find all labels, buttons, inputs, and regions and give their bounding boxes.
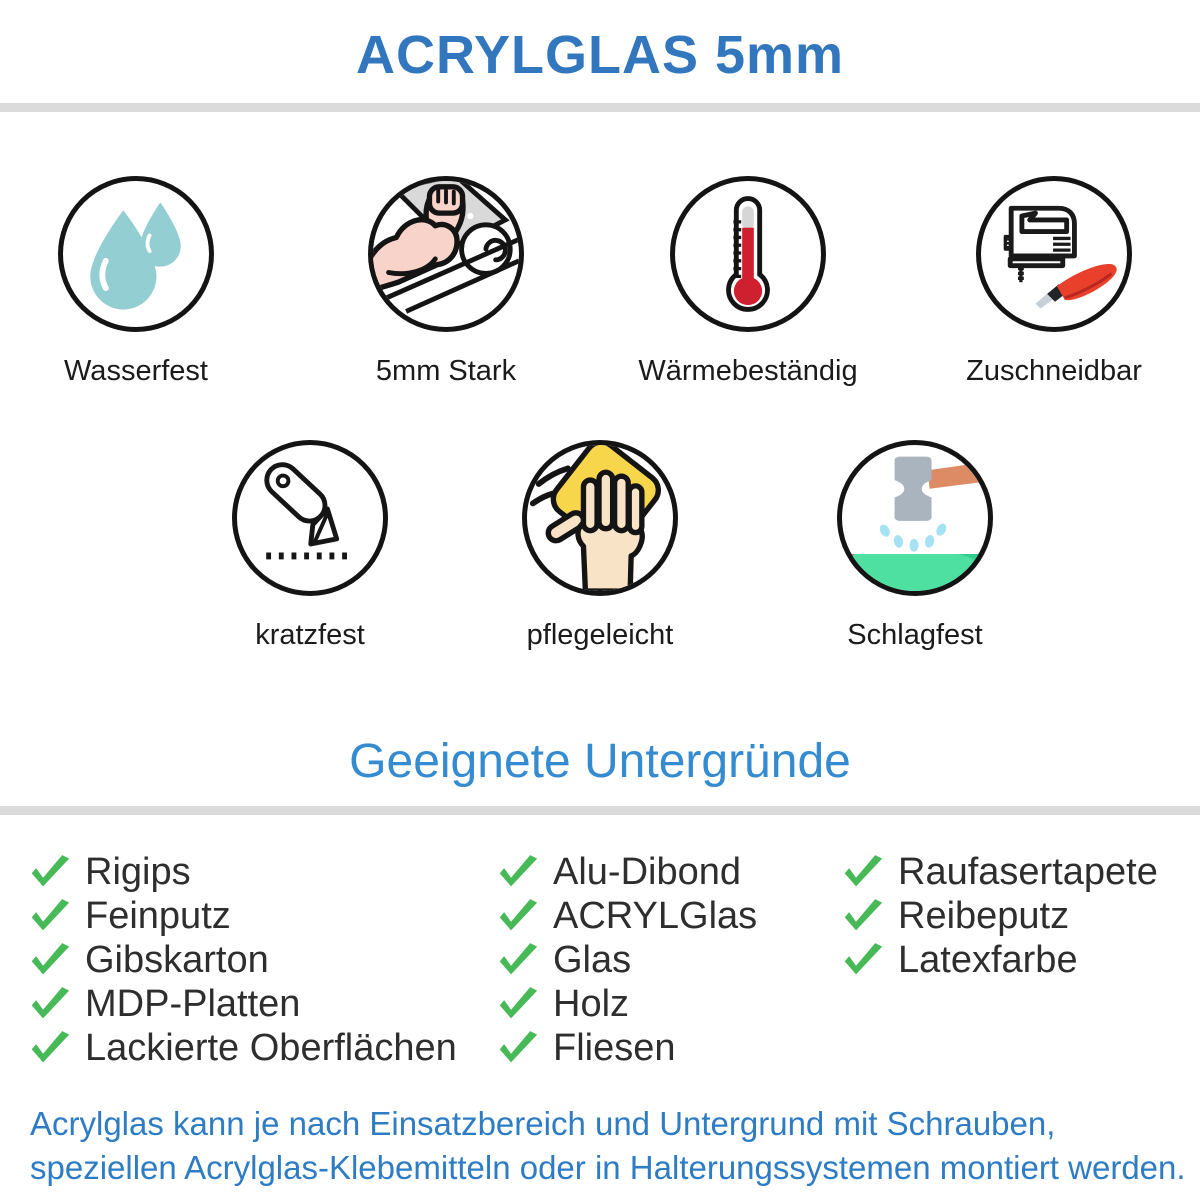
substrate-item: Latexfarbe [843, 938, 1158, 982]
divider-substrates [0, 806, 1200, 815]
substrate-label: Glas [553, 938, 632, 981]
substrate-label: Gibskarton [85, 938, 269, 981]
mounting-note-line1: Acrylglas kann je nach Einsatzbereich un… [30, 1105, 1056, 1142]
feature-pflegeleicht: pflegeleicht [450, 440, 750, 652]
thermometer-icon [726, 196, 770, 312]
feature-label: Wärmebeständig [638, 355, 858, 387]
substrate-item: Glas [498, 938, 757, 982]
substrate-label: Rigips [85, 850, 191, 893]
check-icon [844, 942, 883, 974]
check-icon [844, 898, 883, 930]
substrate-label: Alu-Dibond [553, 850, 741, 893]
substrate-label: Fliesen [553, 1026, 676, 1069]
utility-knife-icon [264, 462, 354, 560]
substrate-label: MDP-Platten [85, 982, 301, 1025]
substrate-item: Feinputz [30, 894, 457, 938]
feature-zuschneidbar: Zuschneidbar [904, 176, 1200, 388]
substrate-item: Rigips [30, 850, 457, 894]
check-icon [31, 898, 70, 930]
substrate-item: Fliesen [498, 1026, 757, 1070]
check-icon [499, 1030, 538, 1062]
feature-circle [522, 440, 678, 596]
substrate-label: Lackierte Oberflächen [85, 1026, 457, 1069]
substrate-item: Alu-Dibond [498, 850, 757, 894]
jigsaw-cutter-icon [1003, 205, 1117, 309]
feature-label: kratzfest [255, 619, 365, 651]
substrate-label: Reibeputz [898, 894, 1070, 937]
divider-top [0, 103, 1200, 112]
check-icon [31, 986, 70, 1018]
feature-waermebestaendig: Wärmebeständig [598, 176, 898, 388]
check-icon [844, 854, 883, 886]
feature-circle [976, 176, 1132, 332]
feature-circle [368, 176, 524, 332]
page-title: ACRYLGLAS 5mm [355, 25, 845, 85]
mounting-note-line2: speziellen Acrylglas-Klebemitteln oder i… [30, 1148, 1186, 1186]
substrate-item: MDP-Platten [30, 982, 457, 1026]
substrate-item: Reibeputz [843, 894, 1158, 938]
substrate-item: ACRYLGlas [498, 894, 757, 938]
substrates-column-1: Rigips Feinputz Gibskarton MDP-Platten L… [30, 850, 457, 1070]
substrate-label: Raufasertapete [898, 850, 1158, 893]
check-icon [499, 854, 538, 886]
feature-circle [670, 176, 826, 332]
mounting-note: Acrylglas kann je nach Einsatzbereich un… [30, 1102, 1186, 1190]
substrate-item: Gibskarton [30, 938, 457, 982]
check-icon [31, 1030, 70, 1062]
substrates-heading: Geeignete Untergründe [349, 735, 851, 788]
substrate-label: Feinputz [85, 894, 231, 937]
muscle-arm-icon [373, 181, 519, 314]
feature-kratzfest: kratzfest [160, 440, 460, 652]
hammer-impact-icon [842, 456, 988, 591]
substrate-item: Holz [498, 982, 757, 1026]
feature-label: Zuschneidbar [966, 355, 1142, 387]
check-icon [31, 942, 70, 974]
substrates-column-2: Alu-Dibond ACRYLGlas Glas Holz Fliesen [498, 850, 757, 1070]
feature-label: Schlagfest [847, 619, 983, 651]
feature-schlagfest: Schlagfest [765, 440, 1065, 652]
check-icon [31, 854, 70, 886]
check-icon [499, 898, 538, 930]
check-icon [499, 942, 538, 974]
feature-label: pflegeleicht [526, 619, 674, 651]
substrate-item: Raufasertapete [843, 850, 1158, 894]
check-icon [499, 986, 538, 1018]
feature-wasserfest: Wasserfest [0, 176, 286, 388]
substrate-label: ACRYLGlas [553, 894, 758, 937]
water-drops-icon [90, 202, 181, 310]
feature-label: Wasserfest [64, 355, 208, 387]
feature-circle [58, 176, 214, 332]
feature-circle [232, 440, 388, 596]
substrate-item: Lackierte Oberflächen [30, 1026, 457, 1070]
substrate-label: Holz [553, 982, 630, 1025]
feature-circle [837, 440, 993, 596]
substrates-column-3: Raufasertapete Reibeputz Latexfarbe [843, 850, 1158, 982]
feature-label: 5mm Stark [375, 355, 517, 387]
substrate-label: Latexfarbe [898, 938, 1078, 981]
feature-5mm-stark: 5mm Stark [296, 176, 596, 388]
cleaning-hand-icon [529, 445, 661, 591]
